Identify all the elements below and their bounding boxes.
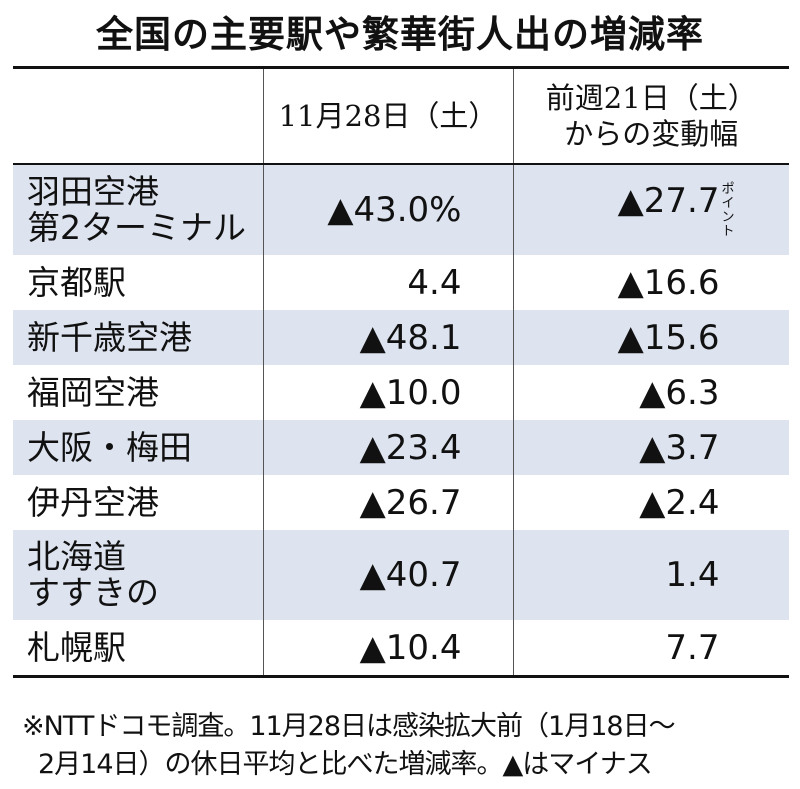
header-date: 11月28日（土） [262,67,513,165]
row-name-cell: 福岡空港 [13,365,263,420]
row-name-line: すすきの [27,573,159,612]
row-value-change: ▲27.7 [617,181,720,221]
header-change: 前週21日（土） からの変動幅 [512,67,789,165]
header-change-line-1: 前週21日（土） [545,81,757,115]
row-value-change: ▲16.6 [617,262,720,303]
row-value-change: ▲15.6 [617,317,720,358]
row-value-date-cell: ▲10.0 [262,365,513,420]
row-value-date-cell: ▲43.0% [262,164,513,255]
table-row: 羽田空港 第2ターミナル ▲43.0% ▲27.7 ポイント [13,164,789,255]
row-name-cell: 伊丹空港 [13,475,263,530]
row-value-date-cell: ▲23.4 [262,420,513,475]
header-blank-cell [13,67,263,165]
header-change-line-2: からの変動幅 [564,117,739,151]
row-name-cell: 大阪・梅田 [13,420,263,475]
row-value-date: 4.4 [407,262,462,303]
row-value-date: ▲23.4 [359,427,462,468]
row-value-change-cell: ▲6.3 [512,365,789,420]
row-name-cell: 札幌駅 [13,620,263,677]
row-value-change: ▲2.4 [639,482,720,523]
row-name-line: 第2ターミナル [27,208,246,247]
row-value-change: 1.4 [665,555,720,595]
row-value-change: 7.7 [665,627,720,668]
row-value-change-cell: ▲2.4 [512,475,789,530]
row-name-cell: 北海道 すすきの [13,530,263,620]
row-value-unit: ポイント [721,182,735,239]
footnote-line-2: 2月14日）の休日平均と比べた増減率。▲はマイナス [38,749,653,780]
row-value-date: ▲10.0 [359,372,462,413]
row-value-date: ▲43.0% [327,190,462,230]
row-value-date: ▲48.1 [359,317,462,358]
footnote-line-1: ※NTTドコモ調査。11月28日は感染拡大前（1月18日～ [22,711,676,742]
row-name-line: 福岡空港 [27,372,159,412]
row-value-date-cell: ▲10.4 [262,620,513,677]
row-name-line: 羽田空港 [27,172,159,211]
table-row: 伊丹空港 ▲26.7 ▲2.4 [13,475,789,530]
table-body: 羽田空港 第2ターミナル ▲43.0% ▲27.7 ポイント京都駅 4.4 ▲16.6 新千歳… [13,164,789,677]
row-name-line: 札幌駅 [27,627,126,667]
row-value-date-cell: ▲48.1 [262,310,513,365]
row-value-date: ▲40.7 [359,555,462,595]
footnote: ※NTTドコモ調査。11月28日は感染拡大前（1月18日～ 2月14日）の休日平… [22,708,790,784]
row-name-line: 北海道 [27,537,126,576]
table-row: 北海道 すすきの ▲40.7 1.4 [13,530,789,620]
row-value-date: ▲10.4 [359,627,462,668]
table-row: 福岡空港 ▲10.0 ▲6.3 [13,365,789,420]
row-value-date: ▲26.7 [359,482,462,523]
row-name-cell: 京都駅 [13,255,263,310]
row-name-cell: 羽田空港 第2ターミナル [13,164,263,255]
row-value-date-cell: 4.4 [262,255,513,310]
row-value-date-cell: ▲26.7 [262,475,513,530]
row-name-line: 伊丹空港 [27,482,159,522]
data-table: 11月28日（土） 前週21日（土） からの変動幅 羽田空港 第2ターミナル ▲43… [13,66,789,678]
row-name-line: 京都駅 [27,262,126,302]
row-value-change-cell: ▲16.6 [512,255,789,310]
table-row: 新千歳空港 ▲48.1 ▲15.6 [13,310,789,365]
row-name-line: 大阪・梅田 [27,427,192,467]
row-value-change-cell: ▲27.7 ポイント [512,164,789,255]
header-row: 11月28日（土） 前週21日（土） からの変動幅 [13,67,789,165]
row-value-change-cell: 7.7 [512,620,789,677]
row-value-change-cell: 1.4 [512,530,789,620]
table-row: 大阪・梅田 ▲23.4 ▲3.7 [13,420,789,475]
row-value-change-cell: ▲3.7 [512,420,789,475]
row-value-change-cell: ▲15.6 [512,310,789,365]
table-row: 札幌駅 ▲10.4 7.7 [13,620,789,677]
header-date-line: 11月28日（土） [278,99,498,133]
row-value-change: ▲3.7 [639,427,720,468]
row-name-cell: 新千歳空港 [13,310,263,365]
row-name-line: 新千歳空港 [27,317,192,357]
row-value-change: ▲6.3 [639,372,720,413]
table-row: 京都駅 4.4 ▲16.6 [13,255,789,310]
row-value-date-cell: ▲40.7 [262,530,513,620]
chart-title: 全国の主要駅や繁華街人出の増減率 [96,13,704,56]
